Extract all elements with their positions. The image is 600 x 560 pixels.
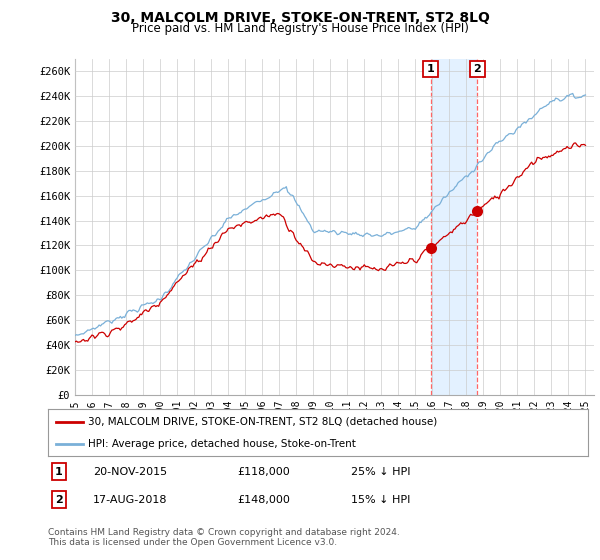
- Text: 30, MALCOLM DRIVE, STOKE-ON-TRENT, ST2 8LQ: 30, MALCOLM DRIVE, STOKE-ON-TRENT, ST2 8…: [110, 11, 490, 25]
- Bar: [431, 59, 478, 395]
- Text: 25% ↓ HPI: 25% ↓ HPI: [351, 466, 410, 477]
- Text: 1: 1: [55, 466, 62, 477]
- Text: £148,000: £148,000: [237, 494, 290, 505]
- Text: 20-NOV-2015: 20-NOV-2015: [93, 466, 167, 477]
- Text: 2: 2: [473, 64, 481, 74]
- Text: 17-AUG-2018: 17-AUG-2018: [93, 494, 167, 505]
- Text: 2: 2: [55, 494, 62, 505]
- Text: 15% ↓ HPI: 15% ↓ HPI: [351, 494, 410, 505]
- Text: Contains HM Land Registry data © Crown copyright and database right 2024.
This d: Contains HM Land Registry data © Crown c…: [48, 528, 400, 547]
- Text: HPI: Average price, detached house, Stoke-on-Trent: HPI: Average price, detached house, Stok…: [89, 438, 356, 449]
- Text: Price paid vs. HM Land Registry's House Price Index (HPI): Price paid vs. HM Land Registry's House …: [131, 22, 469, 35]
- Text: 30, MALCOLM DRIVE, STOKE-ON-TRENT, ST2 8LQ (detached house): 30, MALCOLM DRIVE, STOKE-ON-TRENT, ST2 8…: [89, 417, 438, 427]
- Text: £118,000: £118,000: [237, 466, 290, 477]
- Text: 1: 1: [427, 64, 434, 74]
